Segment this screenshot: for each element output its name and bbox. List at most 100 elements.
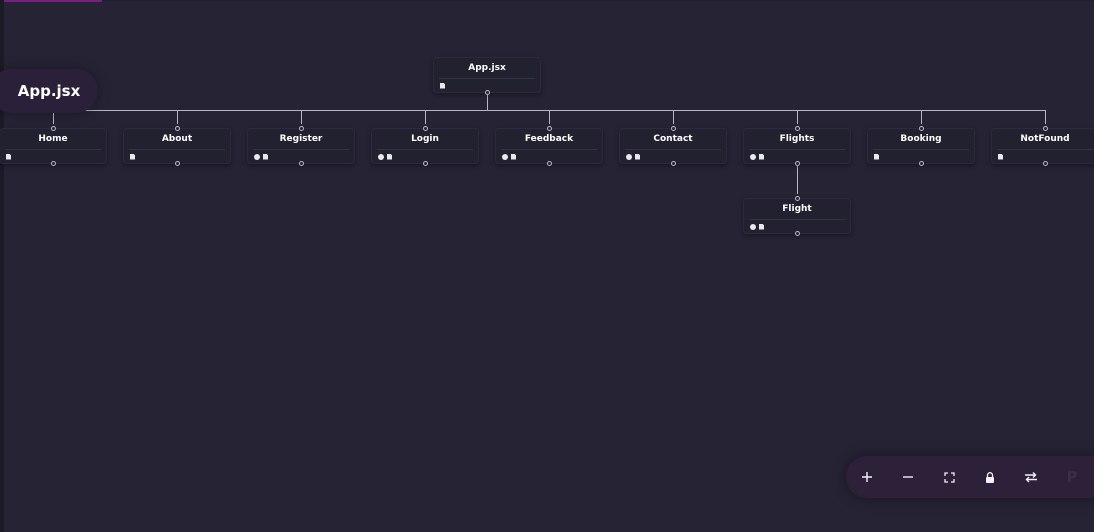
fit-view-button[interactable]: [937, 465, 961, 489]
lock-icon: [986, 471, 994, 483]
target-handle[interactable]: [794, 126, 800, 131]
source-handle[interactable]: [422, 161, 428, 166]
node-divider: [997, 149, 1093, 150]
node-badges: [254, 153, 268, 160]
file-icon: [387, 153, 392, 160]
tree-node-app-jsx[interactable]: App.jsx: [433, 57, 541, 95]
node-badges: [750, 223, 764, 230]
zoom-in-button[interactable]: [855, 465, 879, 489]
info-icon: [502, 153, 508, 160]
source-handle[interactable]: [484, 90, 490, 95]
p-button-label: P: [1066, 468, 1078, 486]
node-title: Feedback: [524, 134, 574, 144]
source-handle[interactable]: [546, 161, 552, 166]
target-handle[interactable]: [50, 126, 56, 131]
node-badges: [502, 153, 516, 160]
node-divider: [253, 149, 349, 150]
tree-node-about[interactable]: About: [123, 126, 231, 166]
target-handle[interactable]: [918, 126, 924, 131]
node-divider: [873, 149, 969, 150]
target-handle[interactable]: [422, 126, 428, 131]
source-handle[interactable]: [918, 161, 924, 166]
node-title: Home: [38, 134, 68, 144]
source-handle[interactable]: [50, 161, 56, 166]
node-badges: [750, 153, 764, 160]
target-handle[interactable]: [546, 126, 552, 131]
tree-node-notfound[interactable]: NotFound: [991, 126, 1094, 166]
node-badges: [874, 153, 879, 160]
node-divider: [749, 149, 845, 150]
tree-node-home[interactable]: Home: [0, 126, 107, 166]
minus-icon: [903, 476, 913, 478]
node-divider: [439, 78, 535, 79]
node-title: NotFound: [1020, 134, 1070, 144]
node-title: Register: [279, 134, 323, 144]
fit-view-icon: [943, 471, 955, 483]
file-icon: [635, 153, 640, 160]
node-divider: [377, 149, 473, 150]
plus-icon: [862, 472, 872, 482]
node-title: Booking: [900, 134, 942, 144]
node-title: Flight: [782, 204, 812, 214]
tree-node-register[interactable]: Register: [247, 126, 355, 166]
info-icon: [750, 153, 756, 160]
target-handle[interactable]: [794, 196, 800, 201]
node-title: App.jsx: [468, 63, 506, 73]
node-divider: [501, 149, 597, 150]
node-badges: [378, 153, 392, 160]
node-divider: [625, 149, 721, 150]
file-icon: [998, 153, 1003, 160]
tree-node-flights[interactable]: Flights: [743, 126, 851, 166]
tree-node-login[interactable]: Login: [371, 126, 479, 166]
file-icon: [440, 82, 445, 89]
node-badges: [440, 82, 445, 89]
target-handle[interactable]: [670, 126, 676, 131]
p-button[interactable]: P: [1060, 465, 1084, 489]
tree-node-booking[interactable]: Booking: [867, 126, 975, 166]
top-divider: [102, 0, 1094, 1]
file-icon: [6, 153, 11, 160]
node-badges: [626, 153, 640, 160]
info-icon: [254, 153, 260, 160]
swap-direction-button[interactable]: [1019, 465, 1043, 489]
zoom-out-button[interactable]: [896, 465, 920, 489]
target-handle[interactable]: [174, 126, 180, 131]
node-badges: [6, 153, 11, 160]
target-handle[interactable]: [1042, 126, 1048, 131]
info-icon: [378, 153, 384, 160]
info-icon: [750, 223, 756, 230]
file-icon: [511, 153, 516, 160]
node-badges: [130, 153, 135, 160]
file-icon: [874, 153, 879, 160]
tree-node-flight[interactable]: Flight: [743, 196, 851, 236]
file-name-badge: App.jsx: [0, 69, 98, 113]
file-icon: [759, 223, 764, 230]
source-handle[interactable]: [794, 161, 800, 166]
node-badges: [998, 153, 1003, 160]
active-tab-indicator: [4, 0, 102, 2]
lock-button[interactable]: [978, 465, 1002, 489]
node-divider: [129, 149, 225, 150]
source-handle[interactable]: [670, 161, 676, 166]
node-divider: [5, 149, 101, 150]
source-handle[interactable]: [794, 231, 800, 236]
node-title: Contact: [653, 134, 693, 144]
file-icon: [130, 153, 135, 160]
target-handle[interactable]: [298, 126, 304, 131]
file-icon: [263, 153, 268, 160]
file-name-label: App.jsx: [17, 82, 81, 100]
info-icon: [626, 153, 632, 160]
tree-node-contact[interactable]: Contact: [619, 126, 727, 166]
canvas-left-edge: [0, 0, 4, 532]
node-title: Flights: [779, 134, 815, 144]
source-handle[interactable]: [174, 161, 180, 166]
flow-controls: P: [846, 456, 1094, 498]
source-handle[interactable]: [1042, 161, 1048, 166]
tree-node-feedback[interactable]: Feedback: [495, 126, 603, 166]
swap-icon: [1025, 472, 1037, 483]
node-divider: [749, 219, 845, 220]
source-handle[interactable]: [298, 161, 304, 166]
file-icon: [759, 153, 764, 160]
node-title: About: [161, 134, 193, 144]
